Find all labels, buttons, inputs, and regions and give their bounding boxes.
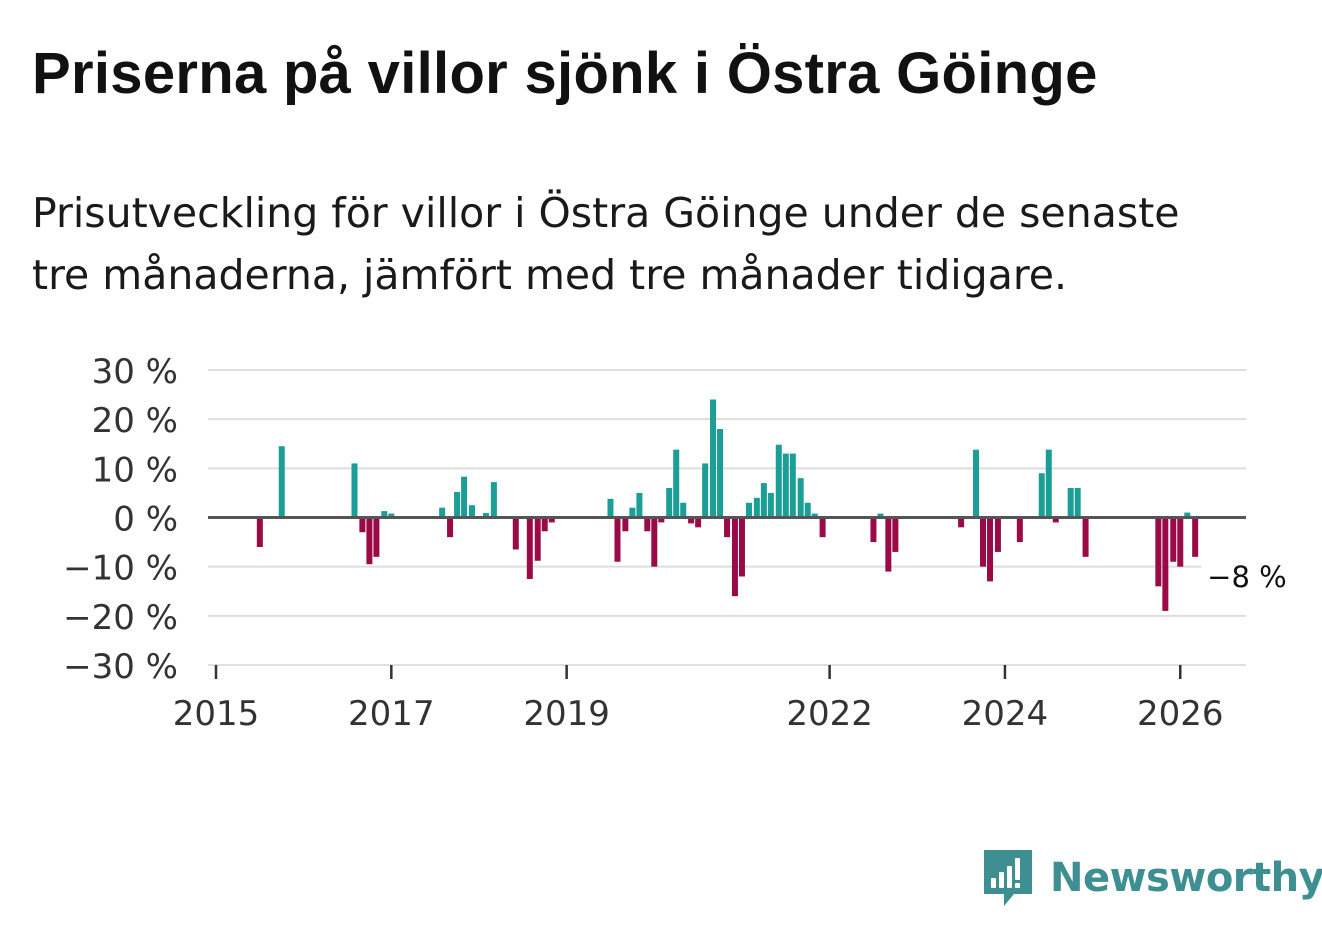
bar: [607, 498, 614, 518]
brand-name: Newsworthy: [1050, 855, 1322, 901]
bar: [680, 502, 687, 518]
bar: [454, 491, 461, 518]
last-value-label: −8 %: [1207, 560, 1287, 594]
bar: [877, 513, 884, 518]
bar: [1155, 517, 1162, 587]
newsworthy-brand: Newsworthy: [980, 846, 1322, 910]
bar: [885, 517, 892, 572]
bar: [1016, 517, 1023, 543]
bar: [1170, 517, 1177, 562]
bar: [447, 517, 454, 538]
bar: [468, 505, 475, 518]
bar: [731, 517, 738, 597]
subtitle-line-2: tre månaderna, jämfört med tre månader t…: [32, 251, 1068, 299]
y-tick-label: 30 %: [92, 352, 178, 392]
bar: [1184, 512, 1191, 518]
bar: [775, 444, 782, 518]
x-tick-label: 2015: [173, 694, 260, 734]
bar: [651, 517, 658, 567]
bar: [439, 507, 446, 518]
bar: [1192, 517, 1199, 557]
bar: [490, 482, 497, 518]
bar: [1067, 488, 1074, 518]
bar: [541, 517, 548, 532]
bar: [745, 502, 752, 518]
y-tick-label: −30 %: [63, 647, 178, 687]
bar: [366, 517, 373, 565]
newsworthy-logo-icon: [984, 850, 1032, 906]
bar: [994, 517, 1001, 552]
bar: [738, 517, 745, 577]
bar: [892, 517, 899, 552]
bar: [461, 476, 468, 518]
bar: [958, 517, 965, 528]
x-tick-label: 2017: [348, 694, 435, 734]
bar: [644, 517, 651, 532]
bar: [804, 502, 811, 518]
bar: [359, 517, 366, 533]
bar: [789, 453, 796, 518]
bar: [534, 517, 541, 561]
bar: [987, 517, 994, 582]
bar: [973, 449, 980, 518]
x-tick-label: 2019: [523, 694, 610, 734]
bar: [1082, 517, 1089, 557]
bar: [629, 507, 636, 518]
subtitle-line-1: Prisutveckling för villor i Östra Göinge…: [32, 189, 1180, 237]
x-tick-label: 2026: [1137, 694, 1224, 734]
bar: [1038, 473, 1045, 518]
bar: [819, 517, 826, 538]
bar: [548, 517, 555, 523]
bar: [1177, 517, 1184, 567]
bar: [760, 483, 767, 518]
y-tick-label: −20 %: [63, 598, 178, 638]
bar: [666, 488, 673, 518]
bar: [1052, 517, 1059, 523]
bar: [526, 517, 533, 579]
bar: [702, 463, 709, 518]
price-change-bar-chart: 30 % 20 % 10 % 0 % −10 % −20 % −30 % 2015 2017 20…: [63, 352, 1287, 734]
bar: [797, 478, 804, 518]
bar: [980, 517, 987, 567]
bar: [512, 517, 519, 550]
bar: [658, 517, 665, 523]
bar: [724, 517, 731, 538]
bar: [381, 511, 388, 518]
bar: [767, 492, 774, 518]
x-tick-label: 2024: [962, 694, 1049, 734]
y-tick-label: 10 %: [92, 450, 178, 490]
bar: [1074, 488, 1081, 518]
bar: [278, 446, 285, 518]
bar: [482, 513, 489, 518]
bar: [688, 517, 695, 524]
bar: [782, 453, 789, 518]
bar: [673, 449, 680, 518]
chart-subtitle: Prisutveckling för villor i Östra Göinge…: [32, 182, 1292, 306]
bar: [811, 513, 818, 518]
bar: [695, 517, 702, 528]
y-tick-label: −10 %: [63, 549, 178, 589]
x-tick-label: 2022: [786, 694, 873, 734]
bar: [753, 497, 760, 518]
bar: [710, 399, 717, 518]
bar: [636, 492, 643, 518]
bar: [351, 463, 358, 518]
bar: [1162, 517, 1169, 611]
bar: [1045, 449, 1052, 518]
chart-title: Priserna på villor sjönk i Östra Göinge: [32, 41, 1098, 106]
bar: [614, 517, 621, 562]
y-tick-label: 0 %: [113, 500, 178, 540]
bar: [256, 517, 263, 547]
bar: [717, 429, 724, 518]
bar: [870, 517, 877, 543]
last-value-label-bg: [1201, 558, 1282, 593]
bar: [388, 513, 395, 518]
y-tick-label: 20 %: [92, 401, 178, 441]
bar: [622, 517, 629, 532]
bar: [373, 517, 380, 557]
